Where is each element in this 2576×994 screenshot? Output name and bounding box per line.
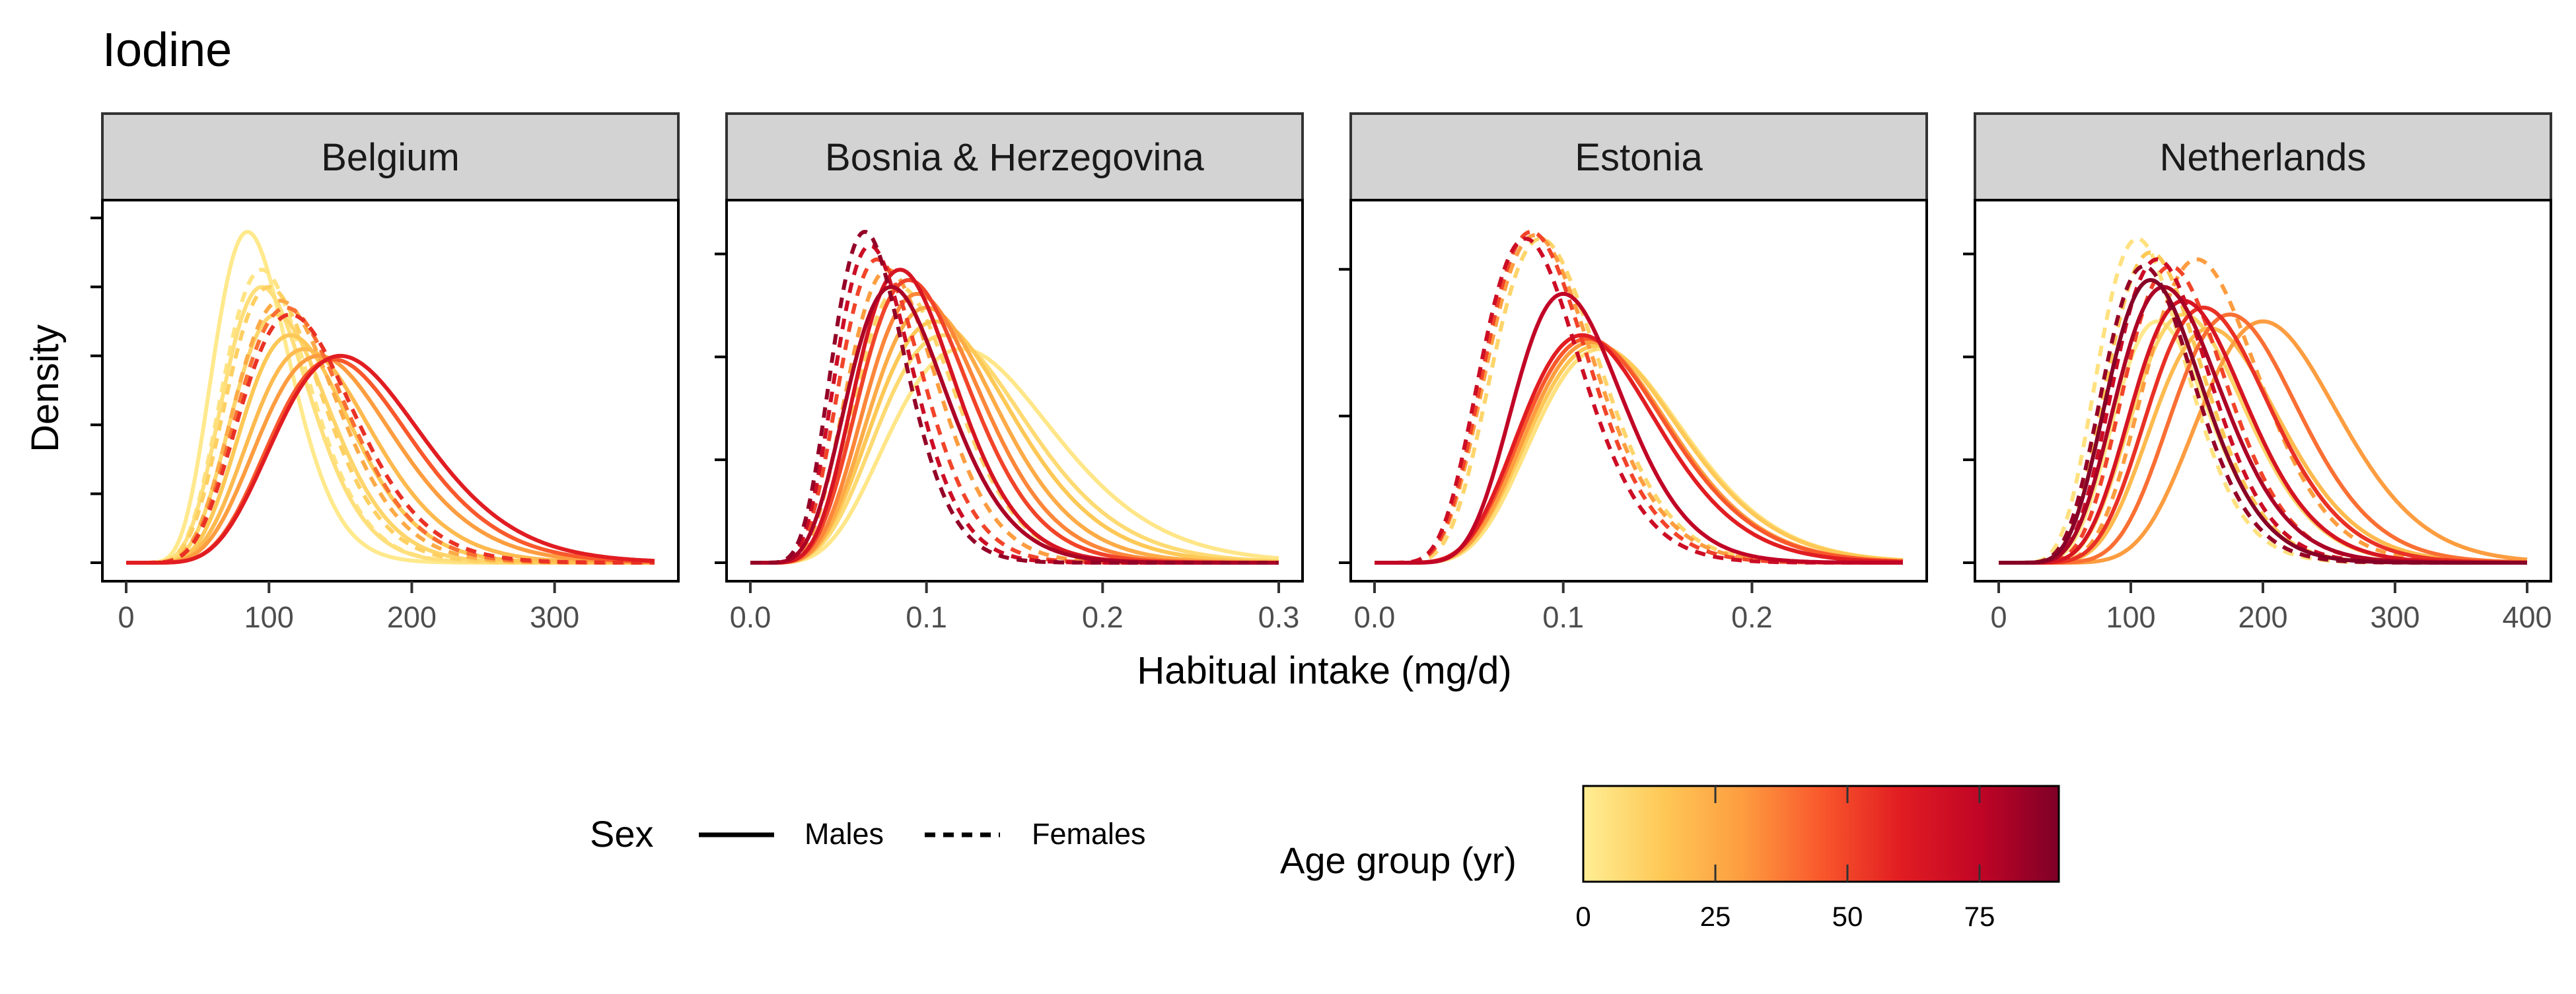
x-tick-label: 0.1 (1542, 600, 1584, 634)
x-tick-label: 100 (2106, 600, 2155, 634)
density-curves (126, 230, 655, 565)
colorbar-tick-label: 50 (1832, 901, 1863, 932)
facet-strip-label: Netherlands (2160, 136, 2367, 179)
facet-strip (1974, 112, 2552, 201)
x-tick-label: 300 (2370, 600, 2419, 634)
x-tick-label: 0.1 (906, 600, 947, 634)
panel-netherlands: Netherlands 0 100 200 300 400 (1963, 112, 2552, 634)
density-line-females-age-50 (1375, 229, 1903, 565)
legend: Sex Males Females Age group (yr) 0 25 50 75 (590, 785, 2060, 932)
facet-strip (101, 112, 680, 201)
density-line-females-age-85 (750, 230, 1279, 565)
colorbar-tick-label: 0 (1575, 901, 1591, 932)
x-tick-label: 200 (2238, 600, 2287, 634)
chart-title: Iodine (102, 24, 232, 77)
density-line-females-age-55 (126, 312, 655, 565)
x-tick-label: 100 (244, 600, 294, 634)
sex-legend-title: Sex (590, 813, 654, 855)
density-line-males-age-30 (126, 353, 655, 565)
density-curves (750, 230, 1279, 565)
density-line-males-age-8 (750, 333, 1279, 565)
facet-strip-label: Bosnia & Herzegovina (825, 136, 1205, 179)
density-line-females-age-10 (1375, 236, 1903, 565)
panel-belgium: Belgium 0 100 200 300 (90, 112, 680, 634)
density-curves (1999, 236, 2528, 565)
x-tick-label: 0.0 (730, 600, 771, 634)
density-line-males-age-88 (1999, 278, 2527, 565)
density-line-males-age-40 (1999, 312, 2528, 565)
age-colorbar (1582, 785, 2060, 883)
x-tick-label: 300 (530, 600, 579, 634)
density-line-females-age-70 (1999, 257, 2527, 565)
facet-strip-label: Belgium (321, 136, 460, 179)
panel-estonia: Estonia 0.0 0.1 0.2 (1339, 112, 1928, 634)
density-line-males-age-55 (1999, 305, 2527, 565)
density-line-males-age-15 (750, 319, 1279, 565)
facet-strip (1349, 112, 1928, 201)
x-tick-label: 0 (1990, 600, 2007, 634)
density-curves (1375, 229, 1904, 565)
x-tick-label: 0 (118, 600, 134, 634)
density-line-males-age-75 (1375, 291, 1903, 565)
x-tick-label: 0.2 (1082, 600, 1124, 634)
x-axis-label: Habitual intake (mg/d) (1137, 649, 1511, 692)
y-axis-label: Density (24, 324, 67, 452)
x-tick-label: 400 (2502, 600, 2552, 634)
density-line-males-age-30 (1999, 319, 2528, 565)
x-tick-label: 0.3 (1258, 600, 1300, 634)
density-line-females-age-70 (750, 243, 1279, 565)
x-tick-label: 200 (387, 600, 437, 634)
facet-strip-label: Estonia (1575, 136, 1703, 179)
density-line-males-age-60 (126, 353, 655, 565)
density-line-females-age-50 (1999, 264, 2527, 565)
age-legend-title: Age group (yr) (1280, 839, 1517, 881)
panel-bosnia-herzegovina: Bosnia & Herzegovina 0.0 0.1 0.2 0.3 (715, 112, 1304, 634)
x-tick-label: 0.2 (1731, 600, 1773, 634)
facet-panels: Belgium 0 100 200 300 Bosnia & Herzegovina 0.0… (90, 112, 2552, 634)
legend-label-males: Males (805, 817, 884, 851)
colorbar-tick-label: 75 (1964, 901, 1995, 932)
colorbar-tick-label: 25 (1700, 901, 1731, 932)
density-line-males-age-3 (750, 347, 1279, 565)
x-tick-label: 0.0 (1354, 600, 1396, 634)
legend-label-females: Females (1032, 817, 1146, 851)
colorbar-ticks: 0 25 50 75 (1575, 786, 1995, 932)
density-line-females-age-50 (750, 257, 1279, 565)
